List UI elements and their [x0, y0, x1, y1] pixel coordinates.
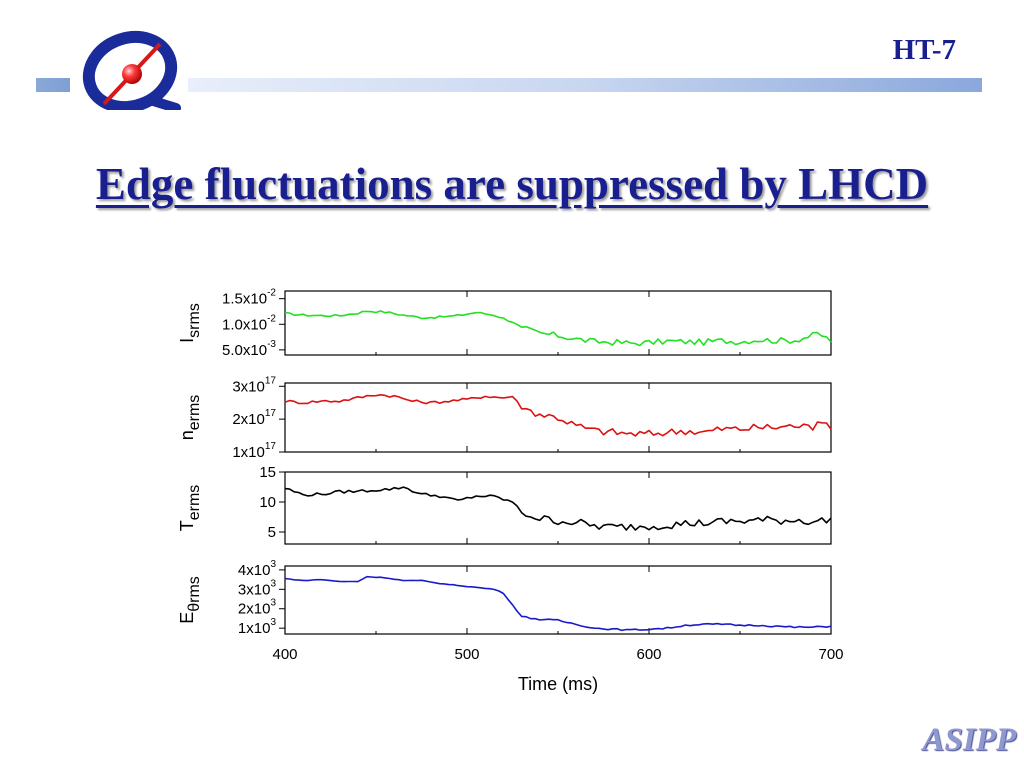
y-tick-label: 2x1017	[232, 408, 276, 428]
panel-frame	[284, 290, 832, 356]
series-line-3	[284, 575, 832, 632]
y-tick-label-exponent: 17	[265, 408, 277, 419]
y-axis-label: Terms	[177, 485, 203, 532]
y-tick-label: 15	[259, 464, 276, 481]
header-bar	[36, 30, 982, 110]
y-tick-label-base: 3x10	[238, 581, 271, 598]
y-tick-label: 10	[259, 494, 276, 511]
series-line-2	[284, 486, 832, 531]
x-tick-label: 500	[454, 646, 479, 663]
y-axis-label: Isrms	[177, 303, 203, 343]
y-tick-label-base: 5	[268, 524, 276, 541]
y-tick-label-base: 10	[259, 494, 276, 511]
y-tick-label: 1.5x10-2	[222, 288, 276, 308]
y-tick-label: 4x103	[238, 559, 277, 579]
y-tick-label: 2x103	[238, 598, 277, 618]
y-tick-label: 3x103	[238, 578, 277, 598]
y-axis-label-sub: erms	[186, 395, 203, 431]
y-tick-label: 5	[268, 524, 276, 541]
header-bar-right	[188, 78, 982, 92]
y-tick-label-base: 1.5x10	[222, 291, 267, 308]
y-axis-label-sub: erms	[186, 485, 203, 521]
y-tick-label-base: 2x10	[238, 601, 271, 618]
y-axis-label-sub: srms	[186, 303, 203, 338]
x-axis-label: Time (ms)	[518, 674, 598, 694]
y-tick-label-base: 2x10	[232, 411, 265, 428]
y-tick-label-exponent: -2	[267, 313, 276, 324]
y-axis-label-main: E	[177, 612, 197, 624]
ht7-tokamak-logo-icon	[82, 30, 181, 110]
y-axis-label-main: n	[177, 430, 197, 440]
top-right-label: HT-7	[892, 34, 956, 66]
y-tick-label: 3x1017	[232, 375, 276, 395]
y-tick-label-base: 1.0x10	[222, 316, 267, 333]
x-tick-label: 700	[818, 646, 843, 663]
y-tick-label-base: 1x10	[232, 444, 265, 461]
y-axis-label-main: T	[177, 520, 197, 531]
y-tick-label: 5.0x10-3	[222, 339, 276, 359]
series-line-0	[284, 310, 832, 347]
y-tick-label-exponent: 17	[265, 441, 277, 452]
y-tick-label: 1.0x10-2	[222, 313, 276, 333]
y-tick-label: 1x103	[238, 617, 277, 637]
y-tick-label-base: 5.0x10	[222, 342, 267, 359]
y-tick-label-base: 15	[259, 464, 276, 481]
y-tick-label-base: 3x10	[232, 378, 265, 395]
y-tick-label-exponent: 3	[270, 578, 276, 589]
panel-frame	[284, 471, 832, 545]
y-tick-label-exponent: -2	[267, 288, 276, 299]
y-tick-label-exponent: 3	[270, 559, 276, 570]
x-tick-label: 600	[636, 646, 661, 663]
y-tick-label-base: 1x10	[238, 620, 271, 637]
y-tick-label-base: 4x10	[238, 562, 271, 579]
header-bar-left	[36, 78, 70, 92]
x-tick-label: 400	[272, 646, 297, 663]
page-title: Edge fluctuations are suppressed by LHCD	[95, 159, 929, 209]
y-axis-label-main: I	[177, 338, 197, 343]
y-axis-label: Eθrms	[177, 576, 203, 624]
y-tick-label-exponent: 3	[270, 617, 276, 628]
series-line-1	[284, 393, 832, 437]
panel-frame	[284, 382, 832, 453]
y-axis-label: nerms	[177, 395, 203, 441]
y-tick-label: 1x1017	[232, 441, 276, 461]
y-tick-label-exponent: 17	[265, 375, 277, 386]
y-tick-label-exponent: -3	[267, 339, 276, 350]
y-axis-label-sub: θrms	[186, 576, 203, 612]
y-tick-label-exponent: 3	[270, 598, 276, 609]
panel-2: 5 10 15 Terms	[177, 464, 832, 545]
bottom-right-label: ASIPP	[922, 722, 1016, 758]
